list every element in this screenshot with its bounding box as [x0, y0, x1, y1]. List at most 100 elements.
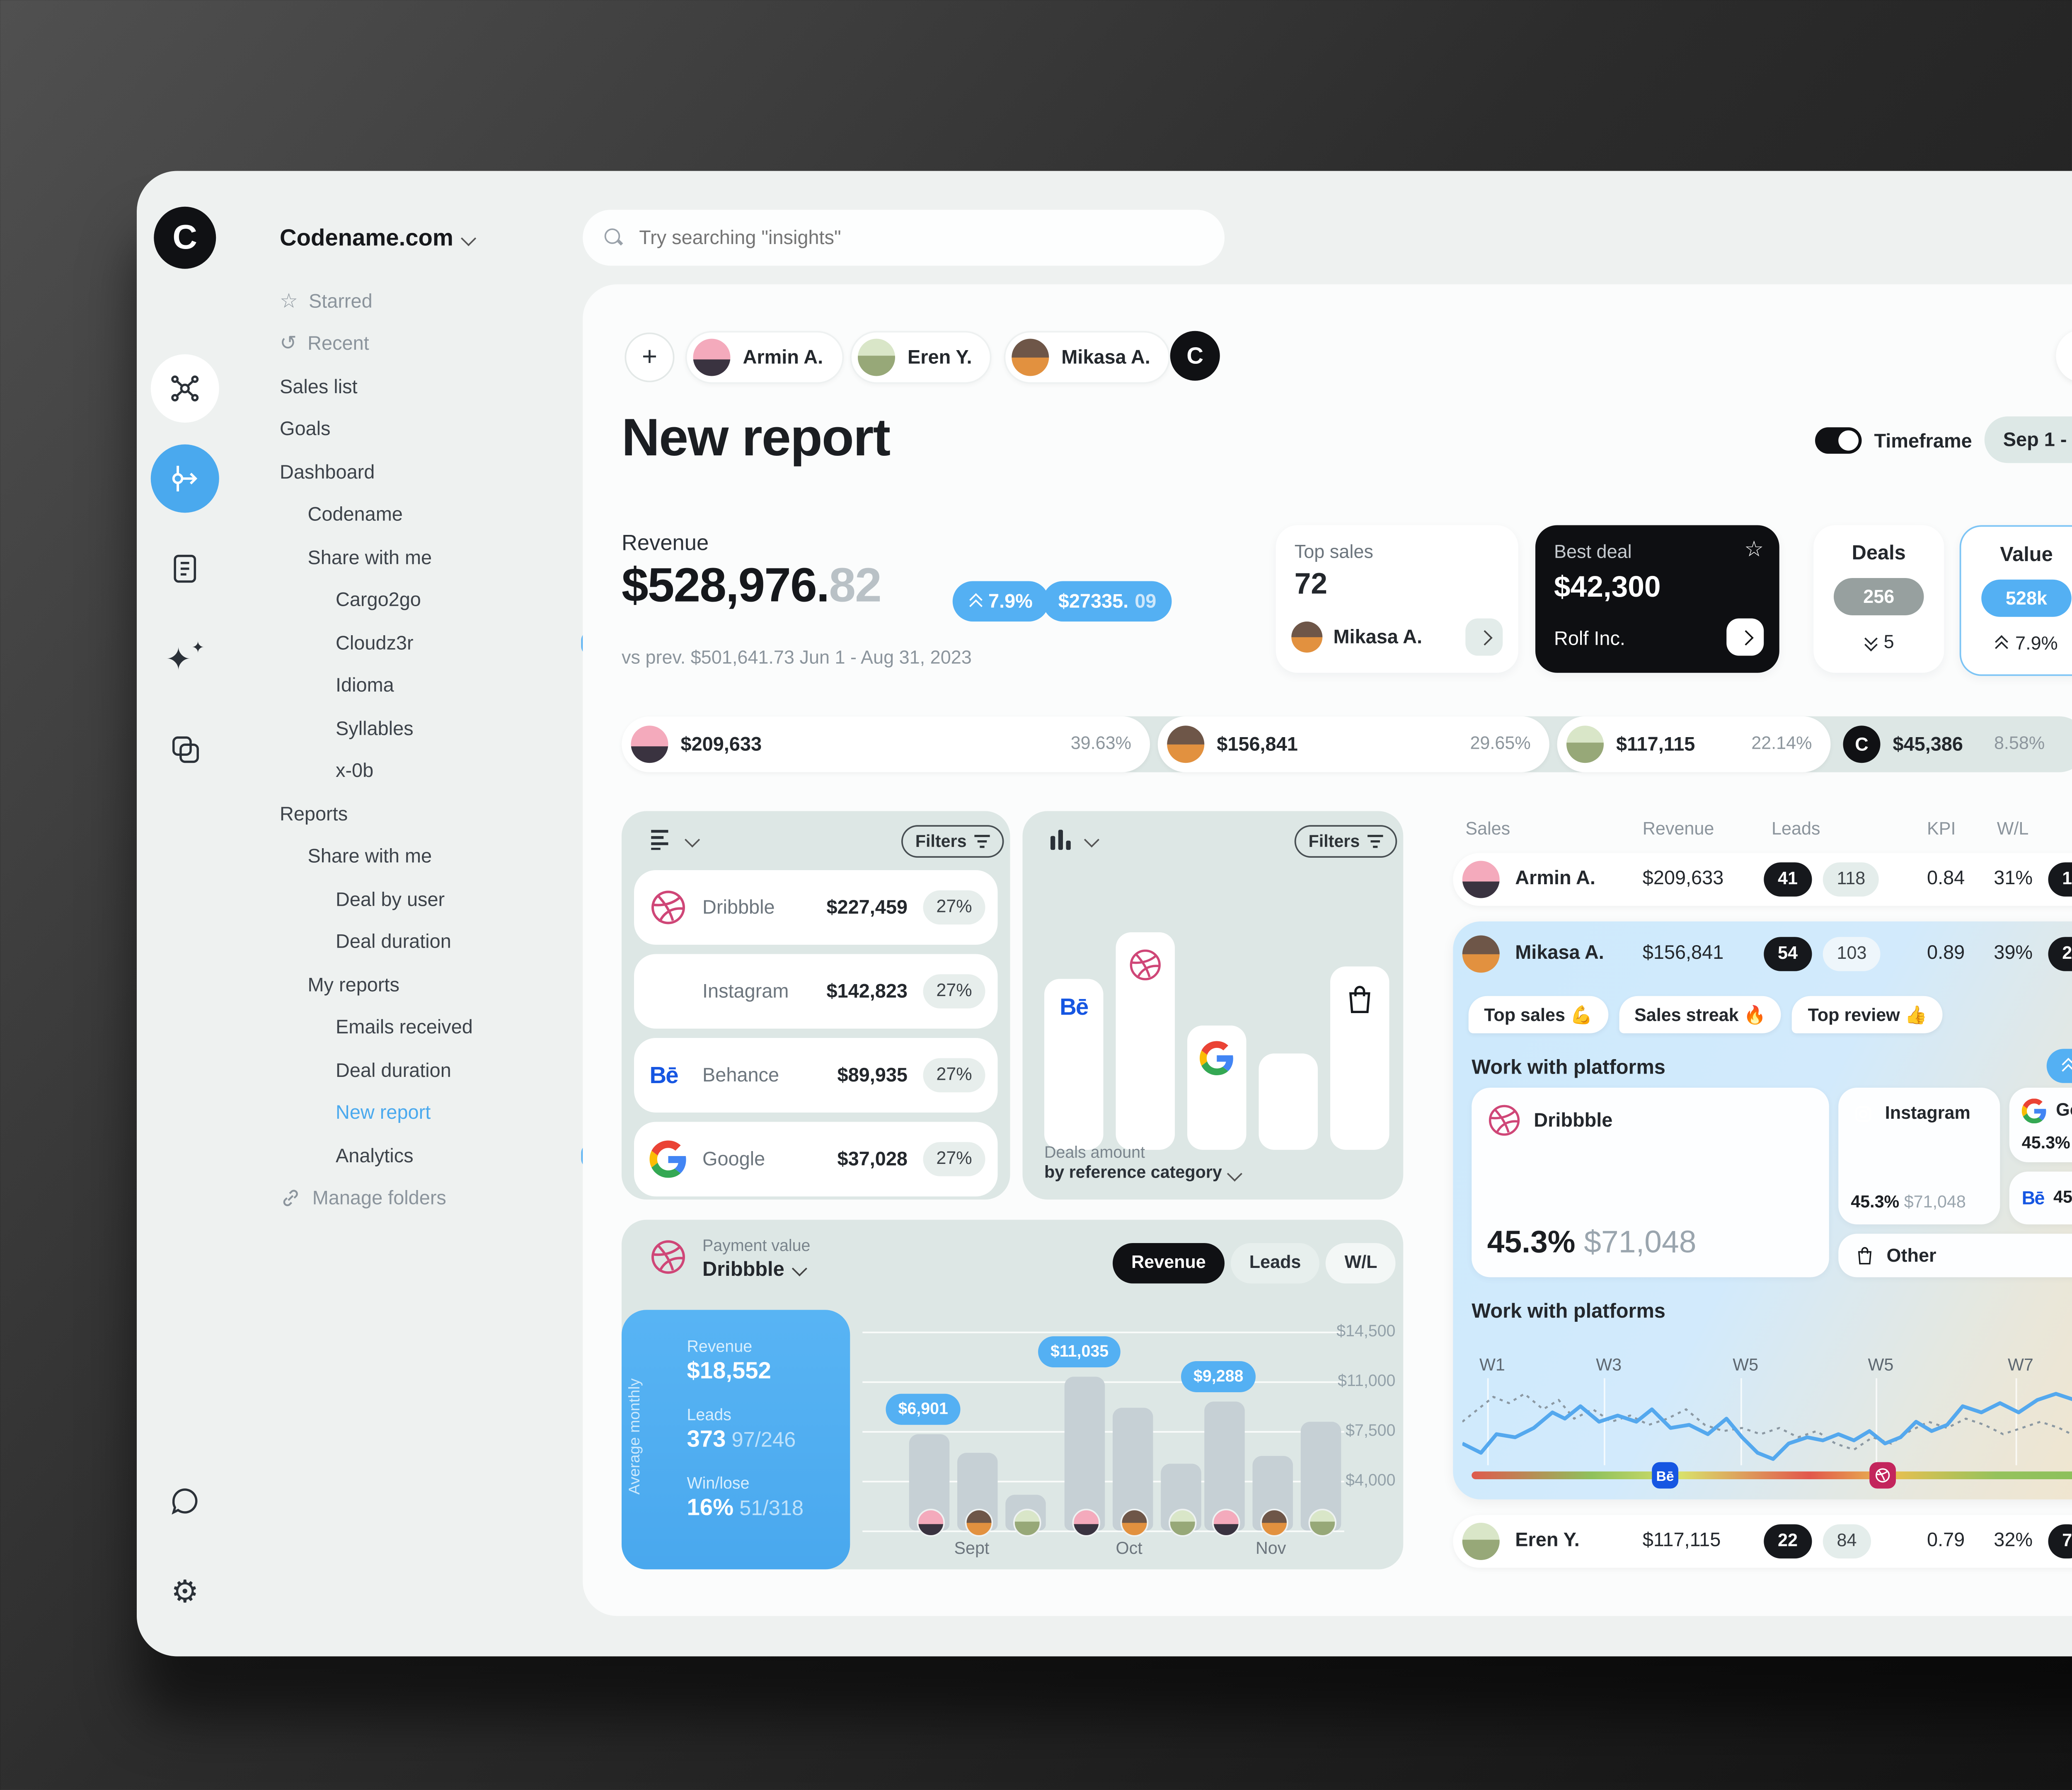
sidebar-item-analytics[interactable]: Analytics7: [280, 1142, 606, 1168]
category-bar-dribbble[interactable]: [1116, 932, 1175, 1150]
payment-value-panel: Payment value Dribbble Revenue Leads W/L…: [622, 1219, 1404, 1570]
leads-won-pill: 54: [1764, 937, 1812, 971]
sidebar-item-starred[interactable]: ☆ Starred: [280, 288, 606, 314]
collaborator-chip[interactable]: Armin A.: [685, 331, 843, 384]
distribution-segment-org[interactable]: C $45,386 8.58%: [1843, 726, 2045, 763]
sidebar-item-sales-list[interactable]: Sales list: [280, 375, 358, 397]
category-bar-instagram[interactable]: [1259, 1053, 1318, 1150]
report-canvas: + Armin A. Eren Y. Mikasa A. C New repor…: [583, 284, 2072, 1616]
avatar: [1012, 339, 1049, 376]
platform-tile-instagram[interactable]: Instagram 45.3% $71,048: [1838, 1088, 2000, 1224]
metric-card-value-selected[interactable]: Value 528k 7.9%: [1959, 525, 2072, 676]
list-view-switcher[interactable]: [650, 828, 700, 850]
chart-view-switcher[interactable]: [1051, 828, 1099, 850]
distribution-segment[interactable]: $156,841 29.65%: [1157, 716, 1549, 772]
rail-item-ai[interactable]: ✦✦: [151, 625, 219, 693]
avatar: [693, 339, 731, 376]
category-bar-behance[interactable]: Bē: [1044, 979, 1104, 1150]
list-item[interactable]: Dribbble $227,459 27%: [634, 870, 998, 945]
sidebar-item-codename[interactable]: Codename: [307, 503, 403, 525]
sidebar-item-manage-folders[interactable]: Manage folders: [280, 1185, 606, 1211]
timeframe-select[interactable]: Sep 1 - Nov 30,2023: [1984, 416, 2072, 463]
table-row[interactable]: Armin A. $209,633 41 118 0.84 31% 12 29: [1453, 853, 2072, 906]
rail-item-settings[interactable]: ⚙: [151, 1557, 219, 1626]
team-panel: Sales Revenue Leads KPI W/L Armin A. $20…: [1453, 811, 2072, 1570]
payment-source-select[interactable]: Dribbble: [702, 1257, 807, 1280]
filters-button[interactable]: Filters: [1294, 825, 1397, 858]
sidebar-item-dashboard[interactable]: Dashboard+: [280, 458, 606, 485]
collaborator-name: Armin A.: [743, 346, 823, 368]
tab-wl[interactable]: W/L: [1326, 1243, 1396, 1284]
add-collaborator-button[interactable]: +: [625, 332, 675, 382]
search-input[interactable]: [636, 225, 1203, 250]
sidebar-item-cargo2go[interactable]: Cargo2go: [336, 589, 421, 611]
bar-oct-armin[interactable]: [1064, 1376, 1105, 1531]
sidebar-item-x0b[interactable]: x-0b: [336, 760, 374, 782]
expanded-header-row[interactable]: Mikasa A. $156,841 54 103 0.89 39% 21 33: [1453, 922, 2072, 987]
sidebar-item-recent[interactable]: ↺ Recent: [280, 330, 606, 357]
top-sales-value: 72: [1294, 568, 1328, 602]
rail-item-network[interactable]: [150, 354, 219, 423]
org-avatar[interactable]: C: [1170, 331, 1220, 381]
rail-item-chat[interactable]: [151, 1467, 219, 1535]
sidebar-item-emails-received[interactable]: Emails received: [336, 1016, 473, 1038]
platform-tile-other[interactable]: Other 7.1% $11,135: [1838, 1234, 2072, 1277]
sidebar-item-cloudz3r[interactable]: Cloudz3r2: [280, 629, 606, 656]
sidebar-item-reports-share[interactable]: Share with me: [280, 843, 608, 869]
sidebar-item-my-reports[interactable]: My reports: [280, 971, 608, 998]
list-item[interactable]: Instagram $142,823 27%: [634, 954, 998, 1029]
distribution-segment[interactable]: $117,115 22.14%: [1557, 716, 1831, 772]
dribbble-marker[interactable]: [1869, 1462, 1896, 1489]
tune-button[interactable]: [2056, 329, 2072, 382]
collaborator-chip[interactable]: Eren Y.: [850, 331, 992, 384]
metric-label: Deals: [1852, 541, 1906, 564]
platform-tile-google[interactable]: Google 45.3% $71,048: [2009, 1088, 2072, 1162]
rail-item-documents[interactable]: [151, 535, 219, 603]
workspace-switcher[interactable]: Codename.com: [280, 225, 476, 252]
sidebar-item-deal-duration[interactable]: Deal duration: [336, 931, 451, 953]
platform-tile-dribbble[interactable]: Dribbble 45.3% $71,048: [1472, 1088, 1829, 1277]
sidebar-item-deal-duration-2[interactable]: Deal duration: [336, 1059, 451, 1081]
avatar: [1212, 1509, 1240, 1537]
category-bar-google[interactable]: [1187, 1026, 1247, 1150]
star-icon[interactable]: ☆: [1744, 536, 1764, 561]
behance-icon: Bē: [1060, 994, 1089, 1021]
list-item[interactable]: Bē Behance $89,935 27%: [634, 1038, 998, 1113]
best-deal-card[interactable]: Best deal ☆ $42,300 Rolf Inc.: [1535, 525, 1779, 673]
chart-caption-line2[interactable]: by reference category: [1044, 1164, 1243, 1183]
sliders-icon: [2070, 343, 2072, 368]
table-row[interactable]: Eren Y. $117,115 22 84 0.79 32% 7 15: [1453, 1515, 2072, 1568]
platform-percent: 27%: [923, 974, 985, 1009]
platform-percent: 27%: [923, 890, 985, 925]
sidebar-item-share-with-me[interactable]: Share with me: [280, 544, 608, 571]
brand-logo[interactable]: C: [154, 206, 216, 269]
gridline: [1487, 1378, 1489, 1466]
sidebar-item-idioma[interactable]: Idioma: [336, 674, 394, 697]
platform-tile-behance[interactable]: Bē 45.3% $71,048: [2009, 1171, 2072, 1224]
sidebar-item-syllables[interactable]: Syllables: [336, 717, 414, 739]
sidebar-item-reports[interactable]: Reports+: [280, 800, 606, 827]
collaborator-chip[interactable]: Mikasa A.: [1004, 331, 1171, 384]
avatar: [631, 726, 668, 763]
search-bar[interactable]: [583, 210, 1225, 266]
open-top-sales-button[interactable]: [1465, 618, 1503, 656]
category-bar-other[interactable]: [1330, 966, 1389, 1150]
top-sales-card[interactable]: Top sales 72 Mikasa A.: [1276, 525, 1518, 673]
behance-marker[interactable]: Bē: [1652, 1462, 1678, 1489]
tab-revenue[interactable]: Revenue: [1113, 1243, 1225, 1284]
sidebar-item-goals[interactable]: Goals: [280, 418, 331, 440]
rail-item-reports-active[interactable]: [150, 444, 219, 513]
metric-card-deals[interactable]: Deals 256 5: [1813, 525, 1944, 673]
wl-percent: 39%: [1994, 941, 2033, 964]
tab-leads[interactable]: Leads: [1230, 1243, 1320, 1284]
sidebar-item-new-report-active[interactable]: New report: [336, 1101, 431, 1124]
y-tick: $11,000: [1338, 1372, 1396, 1391]
list-item[interactable]: Google $37,028 27%: [634, 1122, 998, 1197]
rail-item-copy[interactable]: [151, 715, 219, 783]
distribution-segment[interactable]: $209,633 39.63%: [622, 716, 1150, 772]
open-best-deal-button[interactable]: [1726, 618, 1764, 656]
sidebar-item-deal-by-user[interactable]: Deal by user: [336, 888, 445, 910]
filters-button[interactable]: Filters: [901, 825, 1004, 858]
timeframe-toggle[interactable]: [1815, 427, 1862, 454]
column-header: Leads: [1772, 820, 1820, 839]
